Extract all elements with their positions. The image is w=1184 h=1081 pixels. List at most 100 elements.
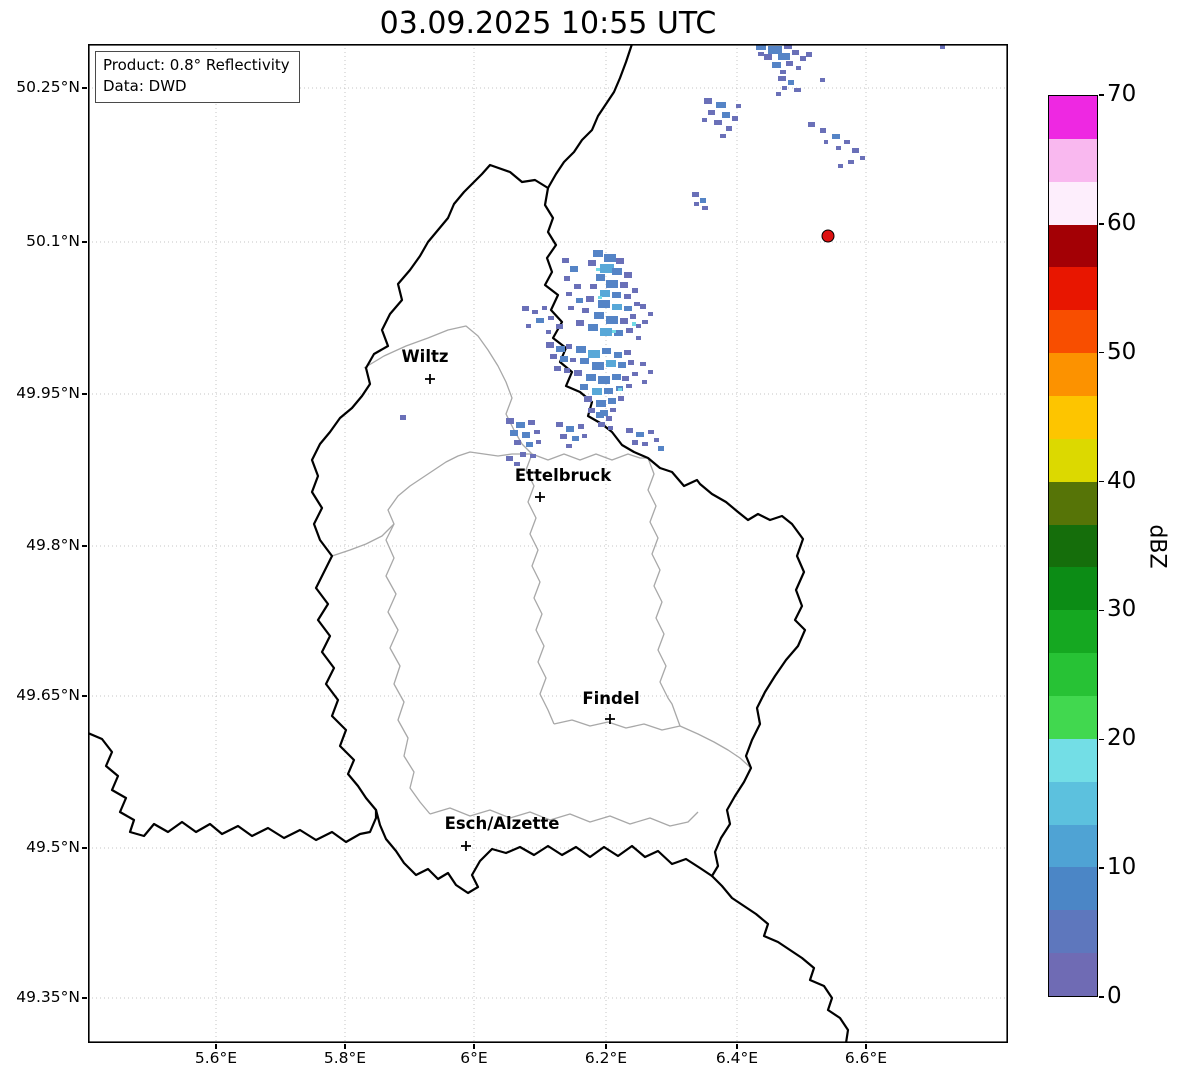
radar-echo-cell xyxy=(618,388,622,391)
lat-tick-mark xyxy=(82,997,87,999)
radar-echo-cell xyxy=(606,280,618,288)
radar-echo-cell xyxy=(616,258,624,264)
radar-echo-cell xyxy=(796,66,801,70)
colorbar-band xyxy=(1049,481,1097,525)
radar-echo-cell xyxy=(568,306,574,310)
lon-tick-mark xyxy=(736,1044,738,1049)
radar-echo-cell xyxy=(520,452,526,457)
radar-echo-cell xyxy=(593,250,603,257)
radar-echo-cell xyxy=(618,396,624,401)
colorbar-band xyxy=(1049,181,1097,225)
radar-echo-cell xyxy=(736,104,741,108)
radar-echo-cell xyxy=(506,456,513,461)
product-info-box: Product: 0.8° Reflectivity Data: DWD xyxy=(95,51,300,103)
radar-echo-cell xyxy=(570,266,578,272)
radar-echo-cell xyxy=(732,116,738,121)
radar-echo-cell xyxy=(778,53,790,60)
radar-echo-cell xyxy=(624,350,631,355)
radar-echo-cell xyxy=(624,294,631,299)
district-border xyxy=(385,523,431,815)
radar-echo-cell xyxy=(592,388,602,395)
lon-tick-mark xyxy=(605,1044,607,1049)
lon-tick-label: 6.6°E xyxy=(844,1049,888,1067)
city-label: Esch/Alzette xyxy=(445,814,560,833)
radar-echo-cell xyxy=(648,312,653,316)
radar-echo-cell xyxy=(574,370,582,376)
france-germany-border xyxy=(710,874,850,1043)
colorbar-tick-mark xyxy=(1099,223,1104,225)
radar-echo-cell xyxy=(536,318,544,323)
radar-echo-cell xyxy=(848,160,854,164)
radar-echo-cell xyxy=(640,362,646,366)
radar-echo-cell xyxy=(510,430,518,436)
radar-echo-cell xyxy=(598,296,602,299)
city-label: Findel xyxy=(582,689,639,708)
colorbar xyxy=(1048,95,1098,997)
map-overlays xyxy=(821,229,835,243)
luxembourg-border xyxy=(310,163,807,895)
lon-tick-mark xyxy=(215,1044,217,1049)
radar-echo-cell xyxy=(636,432,644,437)
radar-echo-cell xyxy=(658,446,664,451)
colorbar-band xyxy=(1049,610,1097,654)
colorbar-tick-label: 20 xyxy=(1107,725,1137,752)
district-border xyxy=(647,457,681,727)
radar-echo-cell xyxy=(836,146,841,150)
colorbar-tick-label: 50 xyxy=(1107,338,1137,365)
radar-echo-cell xyxy=(576,346,586,353)
city-markers: Wiltz Ettelbruck Findel Esch/Alzette xyxy=(401,347,640,851)
radar-echo-cell xyxy=(506,418,514,424)
colorbar-band xyxy=(1049,310,1097,354)
district-borders xyxy=(331,325,752,827)
radar-echo-cell xyxy=(572,436,579,441)
radar-echo-cell xyxy=(626,328,633,333)
colorbar-tick-label: 0 xyxy=(1107,983,1122,1009)
radar-echo-cell xyxy=(620,318,628,324)
radar-echo-cell xyxy=(566,426,574,432)
radar-echo-cell xyxy=(612,374,621,380)
radar-echo-cell xyxy=(530,454,536,458)
radar-echo-cell xyxy=(620,282,628,288)
radar-echo-cell xyxy=(792,50,799,55)
radar-echo-cell xyxy=(586,296,594,302)
colorbar-band xyxy=(1049,910,1097,954)
radar-echo-cell xyxy=(782,86,787,90)
radar-echo-cell xyxy=(604,388,613,394)
radar-echo-cell xyxy=(720,134,726,138)
radar-echo-cell xyxy=(622,376,629,381)
radar-echo-cell xyxy=(838,164,843,168)
colorbar-axis-label-text: dBZ xyxy=(1144,523,1170,569)
colorbar-band xyxy=(1049,95,1097,139)
radar-echo-cell xyxy=(618,362,626,368)
colorbar-band xyxy=(1049,524,1097,568)
radar-echo-cell xyxy=(632,372,638,376)
radar-echo-cell xyxy=(808,122,815,127)
radar-echo-cell xyxy=(516,422,525,428)
country-borders xyxy=(88,44,850,1043)
radar-echo-cell xyxy=(600,290,610,297)
radar-echo-cell xyxy=(704,98,712,104)
radar-echo-cell xyxy=(576,320,584,326)
radar-echo-cell xyxy=(534,430,540,434)
radar-echo-cell xyxy=(536,440,541,444)
colorbar-tick-mark xyxy=(1099,867,1104,869)
radar-echo-cell xyxy=(820,128,826,133)
colorbar-band xyxy=(1049,738,1097,782)
colorbar-band xyxy=(1049,824,1097,868)
radar-echo-cell xyxy=(606,316,618,324)
radar-echo-cell xyxy=(786,61,793,66)
lat-tick-mark xyxy=(82,241,87,243)
radar-echo-cell xyxy=(606,360,616,367)
colorbar-band xyxy=(1049,224,1097,268)
radar-echo-cell xyxy=(640,304,646,309)
colorbar-tick-mark xyxy=(1099,94,1104,96)
radar-echo-cell xyxy=(574,284,581,289)
radar-echo-cell xyxy=(626,384,632,388)
radar-echo-cell xyxy=(708,110,715,115)
colorbar-band xyxy=(1049,438,1097,482)
lat-tick-mark xyxy=(82,545,87,547)
radar-echo-cell xyxy=(632,288,638,293)
radar-echo-cell xyxy=(636,336,641,340)
radar-echo-cell xyxy=(556,346,565,352)
